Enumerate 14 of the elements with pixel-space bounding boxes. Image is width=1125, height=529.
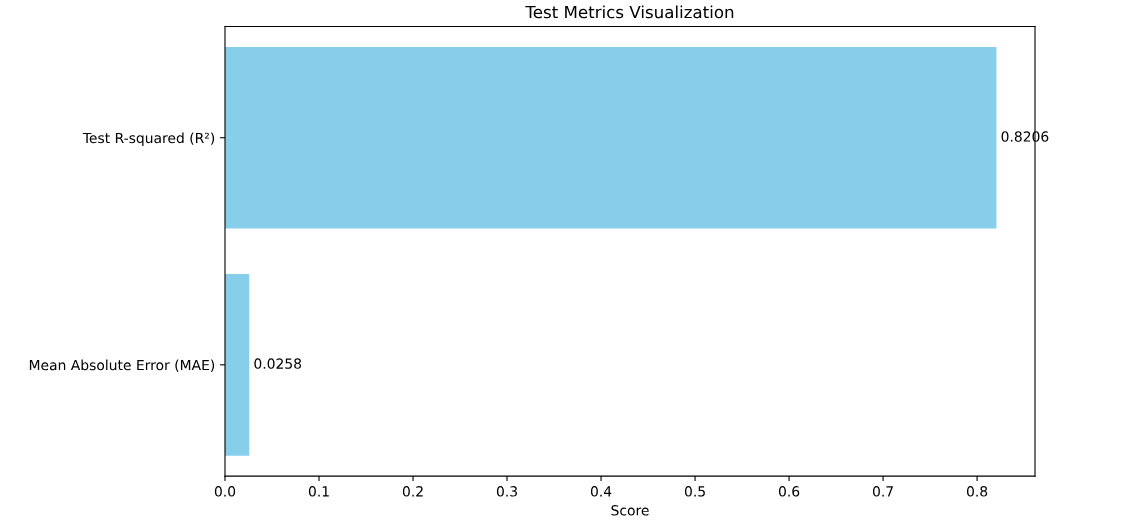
- x-tick-label: 0.0: [214, 486, 236, 497]
- x-tick-label: 0.2: [402, 486, 423, 497]
- x-tick-label: 0.8: [966, 486, 988, 497]
- x-tick-label: 0.4: [590, 486, 612, 497]
- x-tick-label: 0.6: [778, 486, 800, 497]
- y-tick-label: Test R-squared (R²): [82, 132, 215, 146]
- x-tick-label: 0.5: [684, 486, 705, 497]
- x-axis-title: Score: [611, 505, 649, 516]
- chart-title: Test Metrics Visualization: [525, 5, 734, 19]
- x-tick-label: 0.3: [496, 486, 517, 497]
- x-tick-label: 0.1: [308, 486, 329, 497]
- y-tick-label: Mean Absolute Error (MAE): [29, 359, 215, 372]
- data-label: 0.0258: [254, 358, 302, 369]
- x-tick-label: 0.7: [872, 486, 893, 497]
